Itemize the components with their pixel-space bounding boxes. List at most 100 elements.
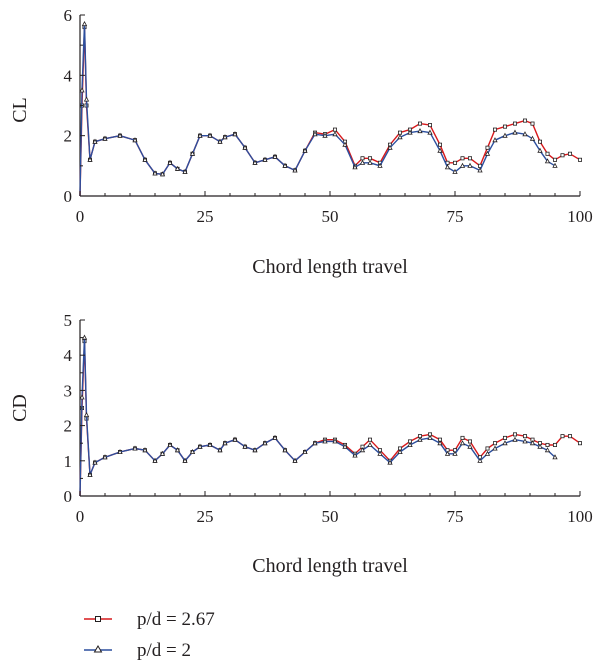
cd-point-p-d-2 xyxy=(397,448,403,455)
cl-x-tick-label: 50 xyxy=(322,207,339,226)
cd-point-p-d-2-67 xyxy=(460,435,465,440)
cl-point-p-d-2-67 xyxy=(553,157,558,162)
cd-x-tick-label: 50 xyxy=(322,507,339,526)
cl-point-p-d-2-67 xyxy=(513,121,518,126)
cd-point-p-d-2 xyxy=(452,450,458,456)
cl-point-p-d-2 xyxy=(332,131,338,137)
cl-point-p-d-2 xyxy=(492,137,498,143)
cd-point-p-d-2 xyxy=(152,457,158,463)
cd-point-p-d-2 xyxy=(444,450,451,456)
cd-point-p-d-2 xyxy=(407,441,413,448)
cd-y-tick-label: 1 xyxy=(64,452,73,471)
cl-point-p-d-2 xyxy=(302,147,308,153)
cl-point-p-d-2 xyxy=(397,134,403,140)
cd-point-p-d-2 xyxy=(132,445,138,451)
cl-point-p-d-2 xyxy=(477,167,483,173)
cd-y-axis-label: CD xyxy=(9,394,31,422)
cd-point-p-d-2-67 xyxy=(545,442,550,447)
cd-point-p-d-2 xyxy=(242,443,248,449)
cl-point-p-d-2 xyxy=(484,150,491,156)
cl-point-p-d-2 xyxy=(142,156,148,162)
cd-point-p-d-2-67 xyxy=(492,441,497,446)
cl-point-p-d-2 xyxy=(407,129,413,135)
cl-point-p-d-2 xyxy=(367,159,373,165)
cl-point-p-d-2 xyxy=(262,156,268,162)
cl-point-p-d-2-67 xyxy=(578,157,583,162)
cl-point-p-d-2 xyxy=(197,132,203,138)
cd-point-p-d-2-67 xyxy=(502,435,507,440)
cl-point-p-d-2-67 xyxy=(545,151,550,156)
cl-point-p-d-2 xyxy=(292,167,298,173)
cd-point-p-d-2 xyxy=(459,440,466,446)
legend-square-marker-icon xyxy=(95,616,101,622)
cl-y-tick-label: 2 xyxy=(64,127,73,146)
cl-point-p-d-2 xyxy=(117,132,123,138)
cl-series-line-p-d-2 xyxy=(79,23,556,197)
cd-point-p-d-2-67 xyxy=(560,434,565,439)
cd-point-p-d-2 xyxy=(342,443,348,449)
cl-x-tick-label: 100 xyxy=(567,207,593,226)
cl-point-p-d-2 xyxy=(81,20,88,27)
cl-point-p-d-2 xyxy=(437,147,443,153)
cl-point-p-d-2-67 xyxy=(568,151,573,156)
cd-point-p-d-2 xyxy=(79,394,85,400)
cl-point-p-d-2 xyxy=(87,156,93,162)
cl-point-p-d-2 xyxy=(467,162,473,168)
cl-ticks: 0 2 4 6 0 25 50 75 100 xyxy=(64,6,593,226)
cl-point-p-d-2-67 xyxy=(332,127,337,132)
cl-y-axis-label: CL xyxy=(9,97,31,123)
cl-point-p-d-2 xyxy=(427,129,433,135)
cd-point-p-d-2 xyxy=(477,457,483,463)
cl-point-p-d-2-67 xyxy=(367,156,372,161)
cl-point-p-d-2 xyxy=(352,164,358,170)
cd-point-p-d-2 xyxy=(262,440,268,446)
cd-point-p-d-2 xyxy=(529,440,536,446)
cd-series-line-p-d-2 xyxy=(79,336,556,497)
cl-point-p-d-2 xyxy=(522,131,528,137)
cl-point-p-d-2 xyxy=(252,159,258,165)
cd-point-p-d-2-67 xyxy=(578,441,583,446)
cd-point-p-d-2 xyxy=(174,447,181,453)
cl-point-p-d-2 xyxy=(174,165,181,171)
cl-point-p-d-2 xyxy=(529,135,536,141)
cl-point-p-d-2 xyxy=(207,132,213,138)
cd-point-p-d-2-67 xyxy=(467,439,472,444)
cd-point-p-d-2 xyxy=(189,448,196,455)
cd-point-p-d-2 xyxy=(512,436,518,442)
cl-point-p-d-2-67 xyxy=(360,156,365,161)
cl-point-p-d-2 xyxy=(359,159,366,165)
cd-point-p-d-2 xyxy=(377,450,383,456)
cd-point-p-d-2 xyxy=(492,445,498,451)
cd-point-p-d-2 xyxy=(117,448,123,455)
cl-point-p-d-2 xyxy=(167,159,173,165)
cl-axes xyxy=(79,15,580,197)
cl-point-p-d-2-67 xyxy=(538,139,543,144)
cd-y-tick-label: 5 xyxy=(64,311,73,330)
cd-point-p-d-2 xyxy=(102,454,108,460)
cl-point-p-d-2 xyxy=(537,147,543,153)
cl-y-tick-label: 6 xyxy=(64,6,73,25)
cd-point-p-d-2 xyxy=(217,447,223,453)
cl-point-p-d-2 xyxy=(232,131,238,137)
cl-point-p-d-2-67 xyxy=(492,127,497,132)
cd-point-p-d-2-67 xyxy=(367,437,372,442)
cd-point-p-d-2 xyxy=(87,471,93,477)
cd-point-p-d-2 xyxy=(252,447,258,453)
cd-point-p-d-2 xyxy=(222,440,228,446)
cl-point-p-d-2 xyxy=(272,153,278,159)
cd-series-layer xyxy=(79,334,583,497)
cl-point-p-d-2-67 xyxy=(523,118,528,123)
cd-point-p-d-2 xyxy=(197,443,203,449)
cl-point-p-d-2 xyxy=(79,87,85,93)
cd-series-line-p-d-2-67 xyxy=(79,340,581,497)
cl-point-p-d-2 xyxy=(417,128,423,134)
cd-point-p-d-2 xyxy=(322,438,328,444)
cd-axes xyxy=(79,320,580,497)
cd-point-p-d-2 xyxy=(552,454,558,460)
cl-point-p-d-2 xyxy=(444,164,451,170)
legend-triangle-marker-icon xyxy=(93,645,103,653)
cd-x-tick-label: 75 xyxy=(447,507,464,526)
legend-item-p-d-2-67: p/d = 2.67 xyxy=(84,609,215,630)
cl-point-p-d-2 xyxy=(322,132,328,138)
cl-x-tick-label: 75 xyxy=(447,207,464,226)
